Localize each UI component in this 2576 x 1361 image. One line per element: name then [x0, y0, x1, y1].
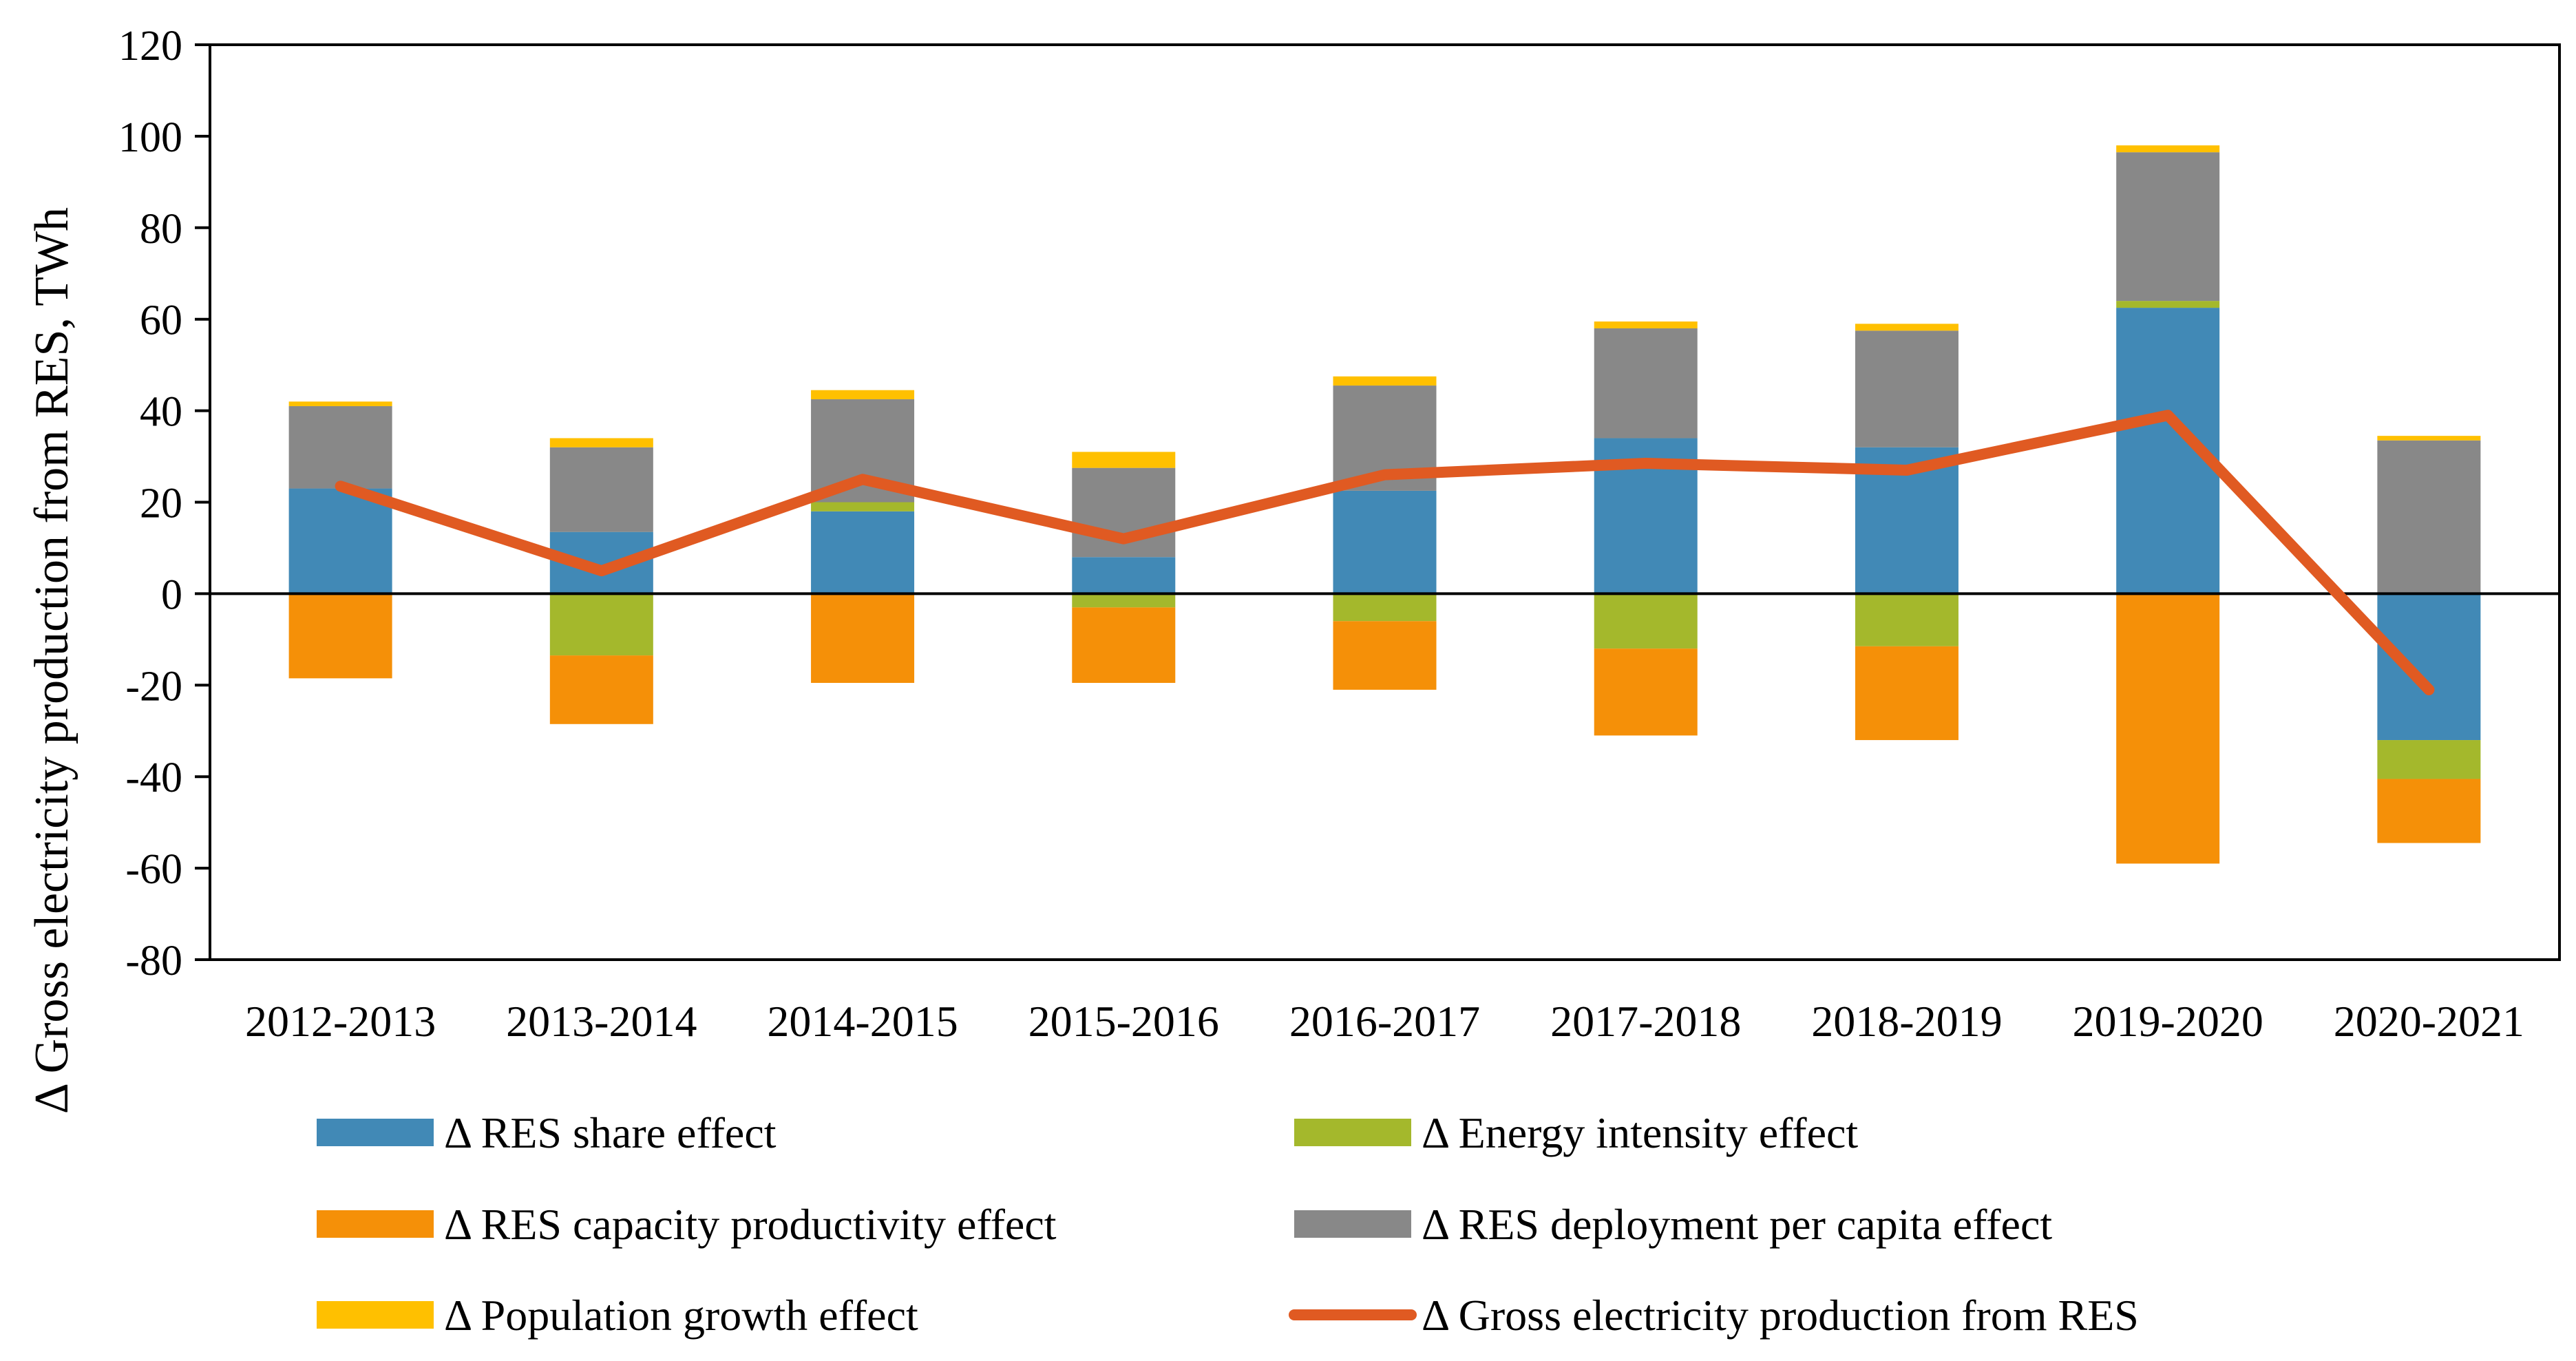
bar-segment-population-growth-effect-2018-2019 — [1855, 324, 1959, 331]
bar-segment-energy-intensity-effect-2017-2018 — [1594, 593, 1698, 649]
bar-segment-res-share-effect-2014-2015 — [811, 511, 915, 594]
legend-label: Δ Gross electricity production from RES — [1422, 1291, 2139, 1340]
bar-segment-energy-intensity-effect-2018-2019 — [1855, 593, 1959, 646]
legend-swatch — [1294, 1210, 1411, 1238]
y-axis-label-group: Δ Gross electricity production from RES,… — [25, 207, 78, 1114]
bar-segment-res-share-effect-2015-2016 — [1072, 557, 1176, 594]
bar-segment-res-capacity-productivity-effect-2015-2016 — [1072, 607, 1176, 683]
y-tick-label: 40 — [140, 389, 182, 436]
bar-segment-population-growth-effect-2017-2018 — [1594, 321, 1698, 328]
bar-segment-population-growth-effect-2015-2016 — [1072, 452, 1176, 468]
bar-segment-res-share-effect-2012-2013 — [288, 488, 392, 594]
y-tick-label: 80 — [140, 206, 182, 253]
bar-segment-population-growth-effect-2014-2015 — [811, 390, 915, 399]
x-tick-label: 2013-2014 — [506, 997, 697, 1046]
x-tick-label: 2012-2013 — [245, 997, 436, 1046]
line-point-2013-2014 — [600, 570, 602, 572]
legend-swatch — [317, 1210, 434, 1238]
bar-segment-res-capacity-productivity-effect-2016-2017 — [1333, 621, 1437, 690]
bar-segment-res-share-effect-2016-2017 — [1333, 490, 1437, 594]
bar-segment-energy-intensity-effect-2014-2015 — [811, 502, 915, 511]
line-point-2012-2013 — [339, 485, 341, 487]
bar-segment-population-growth-effect-2020-2021 — [2377, 436, 2481, 441]
y-tick-label: -40 — [125, 755, 182, 801]
y-tick-label: 100 — [118, 114, 182, 161]
y-tick-label: 0 — [161, 571, 182, 618]
y-tick-label: 120 — [118, 23, 182, 70]
y-tick-label: -20 — [125, 663, 182, 710]
x-tick-label: 2019-2020 — [2073, 997, 2263, 1046]
bar-segment-res-capacity-productivity-effect-2013-2014 — [549, 655, 653, 724]
plot-area: 120 100 80 60 40 20 0 -20 -40 -60 -80 2012-2013 2013… — [118, 23, 2561, 1046]
x-tick-label: 2017-2018 — [1550, 997, 1741, 1046]
y-tick-label: -80 — [125, 938, 182, 984]
bar-segment-res-deployment-per-capita-effect-2018-2019 — [1855, 330, 1959, 447]
bar-segment-res-capacity-productivity-effect-2019-2020 — [2116, 593, 2220, 864]
bar-segment-res-capacity-productivity-effect-2014-2015 — [811, 593, 915, 683]
bar-segment-res-deployment-per-capita-effect-2012-2013 — [288, 405, 392, 489]
bar-segment-energy-intensity-effect-2015-2016 — [1072, 593, 1176, 608]
bar-segment-res-capacity-productivity-effect-2018-2019 — [1855, 646, 1959, 741]
bar-segment-res-capacity-productivity-effect-2012-2013 — [288, 593, 392, 679]
x-tick-label: 2020-2021 — [2334, 997, 2524, 1046]
bar-segment-res-capacity-productivity-effect-2017-2018 — [1594, 648, 1698, 736]
legend-label: Δ RES capacity productivity effect — [444, 1200, 1057, 1249]
legend: Δ RES share effect Δ Energy intensity eff… — [317, 1108, 2139, 1340]
bar-segment-energy-intensity-effect-2020-2021 — [2377, 740, 2481, 779]
bar-segment-energy-intensity-effect-2019-2020 — [2116, 301, 2220, 308]
line-point-2018-2019 — [1905, 469, 1908, 471]
legend-label: Δ Population growth effect — [444, 1291, 918, 1340]
line-point-2020-2021 — [2428, 688, 2430, 690]
legend-swatch — [317, 1119, 434, 1146]
y-tick-label: -60 — [125, 846, 182, 893]
legend-label: Δ Energy intensity effect — [1422, 1108, 1858, 1157]
y-tick-label: 60 — [140, 297, 182, 344]
line-point-2017-2018 — [1645, 463, 1647, 465]
x-tick-label: 2015-2016 — [1028, 997, 1219, 1046]
bar-segment-res-capacity-productivity-effect-2020-2021 — [2377, 779, 2481, 843]
legend-label: Δ RES share effect — [444, 1108, 777, 1157]
bar-segment-energy-intensity-effect-2016-2017 — [1333, 593, 1437, 622]
y-axis-label: Δ Gross electricity production from RES,… — [25, 207, 78, 1114]
line-point-2014-2015 — [862, 478, 864, 481]
bar-segment-res-share-effect-2020-2021 — [2377, 593, 2481, 741]
y-tick-label: 20 — [140, 481, 182, 527]
bar-segment-res-deployment-per-capita-effect-2019-2020 — [2116, 152, 2220, 302]
legend-swatch — [1294, 1119, 1411, 1146]
legend-swatch — [317, 1301, 434, 1329]
bar-segment-population-growth-effect-2012-2013 — [288, 401, 392, 406]
bar-segment-res-deployment-per-capita-effect-2013-2014 — [549, 447, 653, 532]
x-tick-label: 2016-2017 — [1289, 997, 1480, 1046]
bar-segment-population-growth-effect-2016-2017 — [1333, 376, 1437, 386]
legend-label: Δ RES deployment per capita effect — [1422, 1200, 2052, 1249]
line-point-2015-2016 — [1123, 538, 1125, 540]
x-tick-label: 2018-2019 — [1811, 997, 2002, 1046]
bar-segment-res-deployment-per-capita-effect-2020-2021 — [2377, 440, 2481, 594]
bar-segment-population-growth-effect-2019-2020 — [2116, 145, 2220, 153]
bar-segment-population-growth-effect-2013-2014 — [549, 438, 653, 447]
bar-segment-energy-intensity-effect-2013-2014 — [549, 593, 653, 656]
line-point-2019-2020 — [2167, 414, 2169, 416]
line-point-2016-2017 — [1384, 474, 1386, 476]
bar-segment-res-deployment-per-capita-effect-2017-2018 — [1594, 328, 1698, 439]
x-tick-label: 2014-2015 — [767, 997, 958, 1046]
